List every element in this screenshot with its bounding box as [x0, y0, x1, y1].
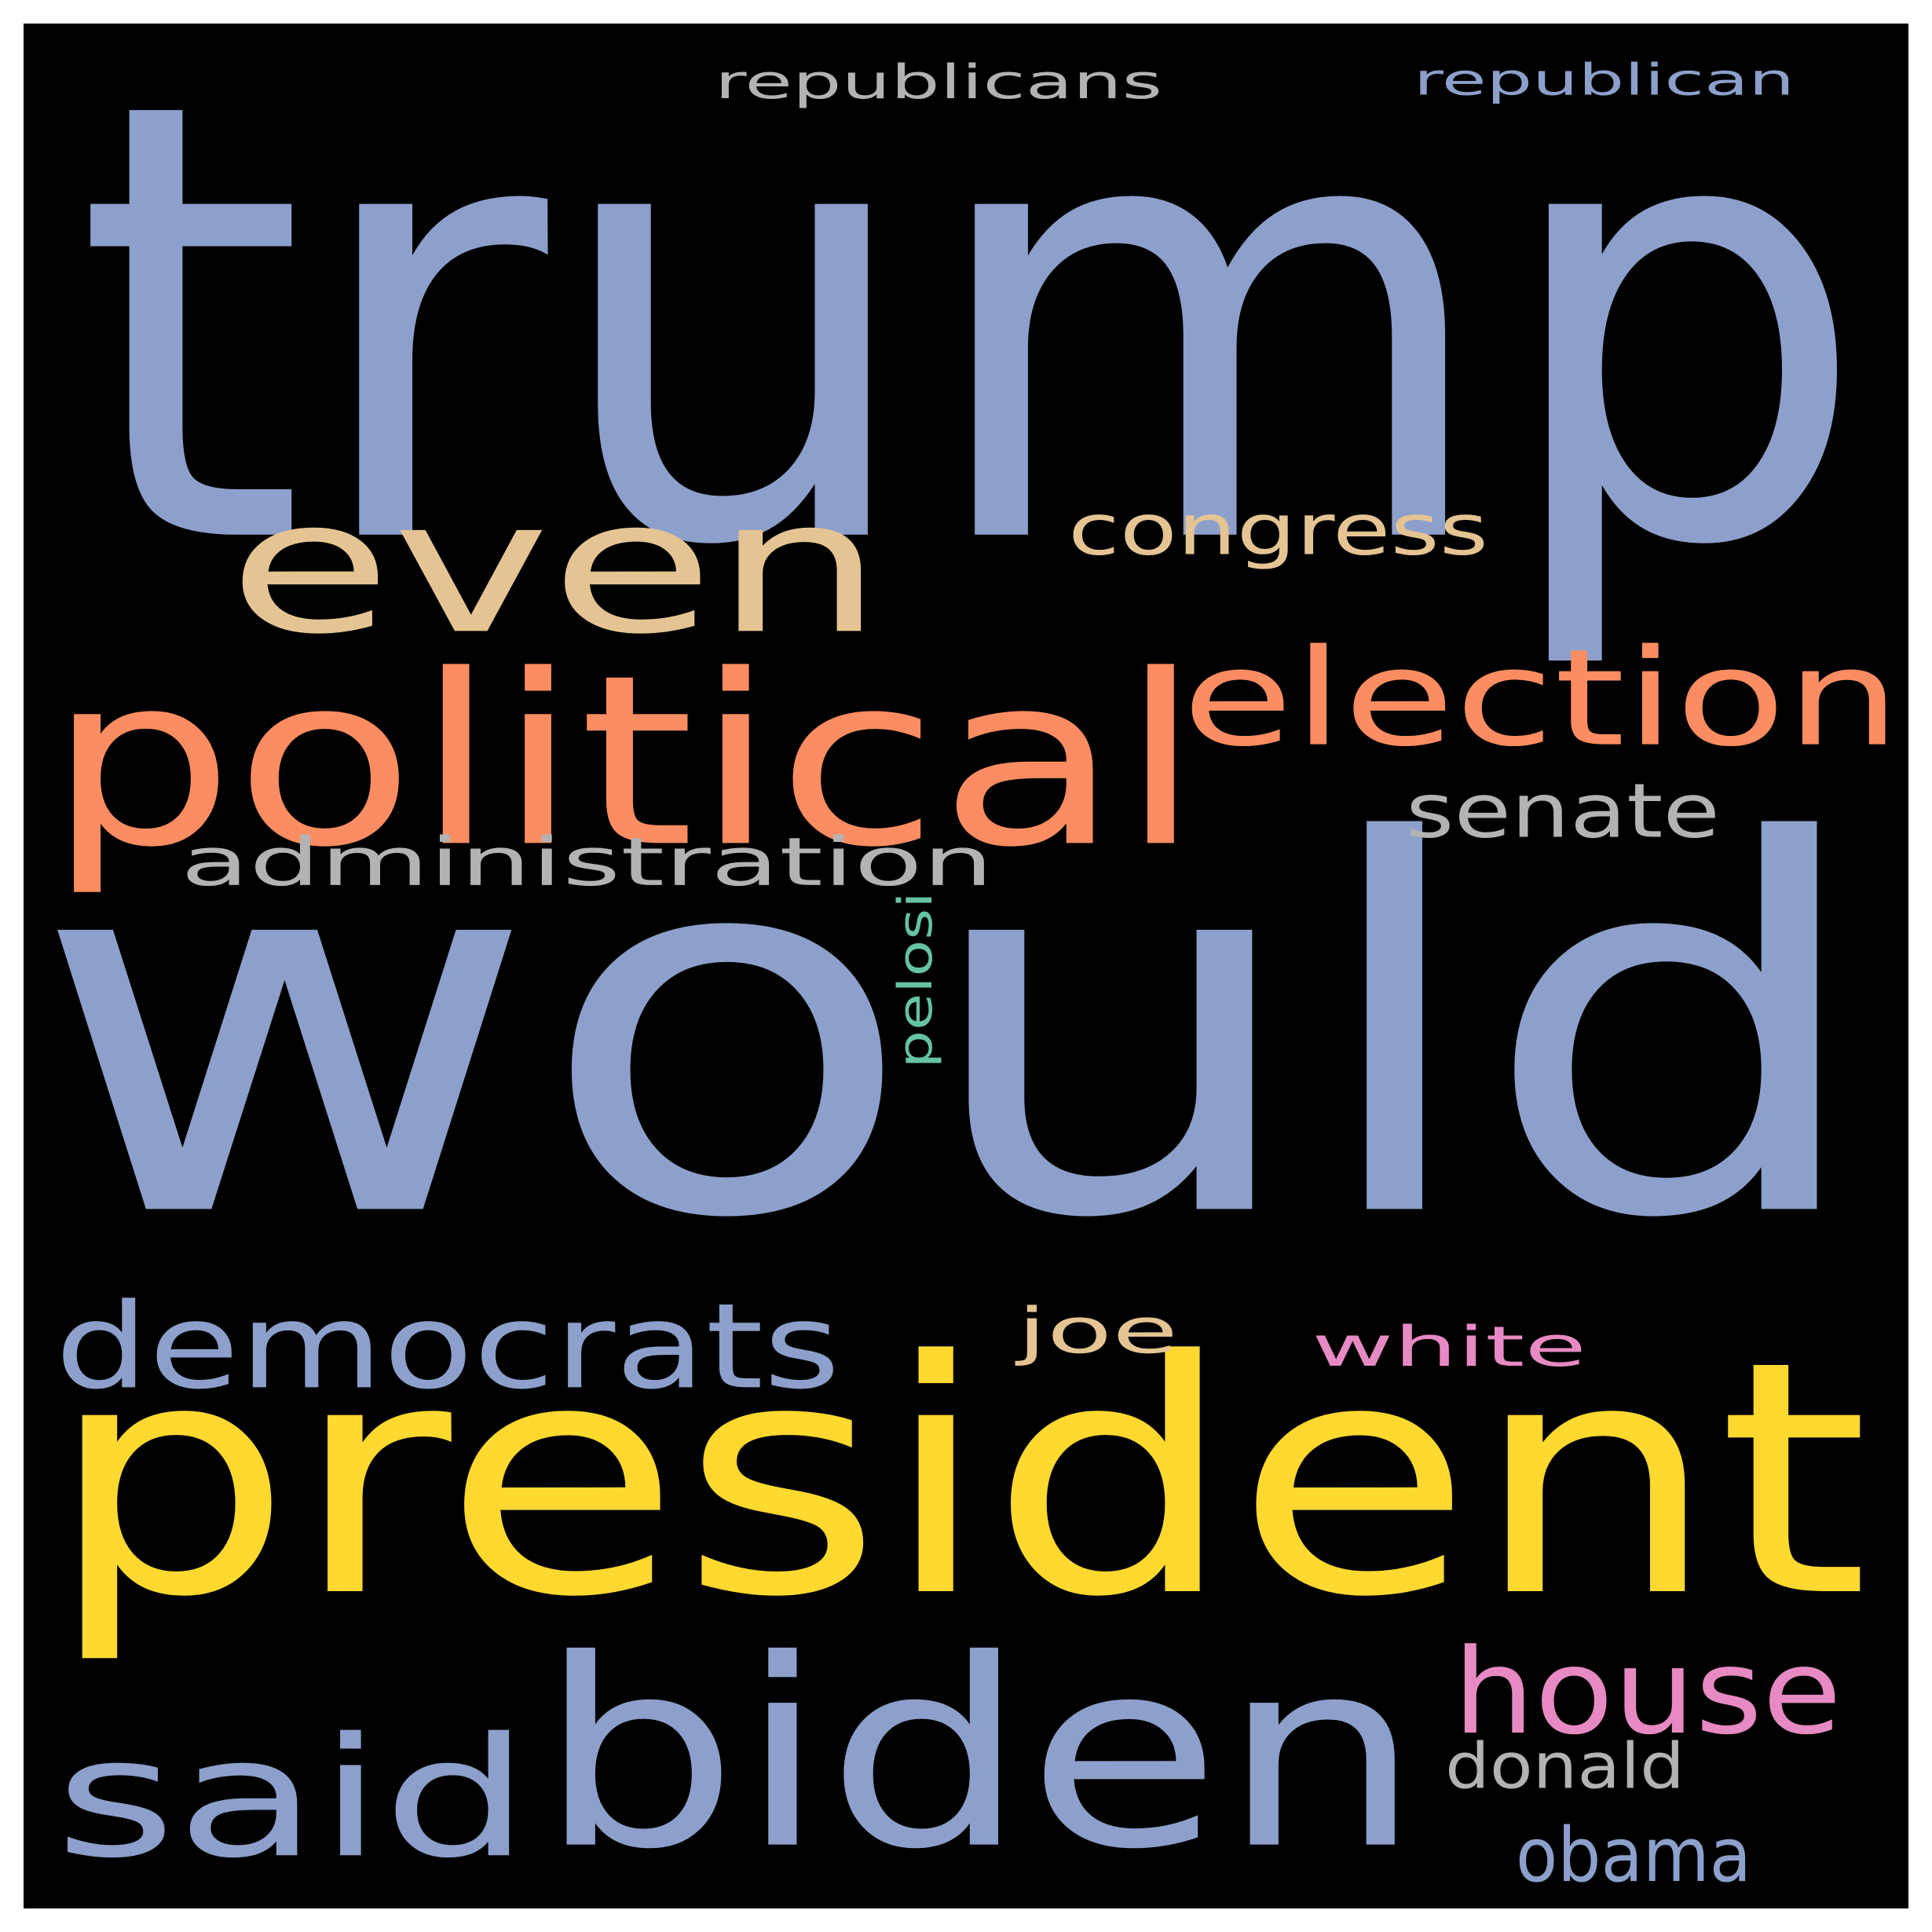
- word-said: said: [55, 1702, 530, 1895]
- word-even: even: [228, 459, 884, 675]
- word-election: election: [1182, 620, 1901, 777]
- word-donald: donald: [1445, 1729, 1685, 1804]
- word-pelosi: pelosi: [887, 891, 943, 1068]
- word-biden: biden: [538, 1605, 1422, 1906]
- word-senate: senate: [1406, 767, 1720, 854]
- word-white: white: [1312, 1314, 1586, 1379]
- word-political: political: [47, 624, 1202, 899]
- word-cloud: trump would president biden said politic…: [24, 24, 1908, 1908]
- word-republicans: republicans: [715, 54, 1162, 110]
- word-republican: republican: [1414, 55, 1795, 106]
- word-administration: administration: [181, 822, 993, 902]
- word-house: house: [1453, 1623, 1842, 1762]
- word-trump: trump: [75, 24, 1869, 678]
- word-obama: obama: [1516, 1811, 1751, 1899]
- word-joe: joe: [1017, 1293, 1178, 1368]
- word-congress: congress: [1068, 488, 1488, 571]
- word-democrats: democrats: [55, 1278, 840, 1415]
- word-president: president: [47, 1292, 1869, 1668]
- word-would: would: [31, 735, 1873, 1330]
